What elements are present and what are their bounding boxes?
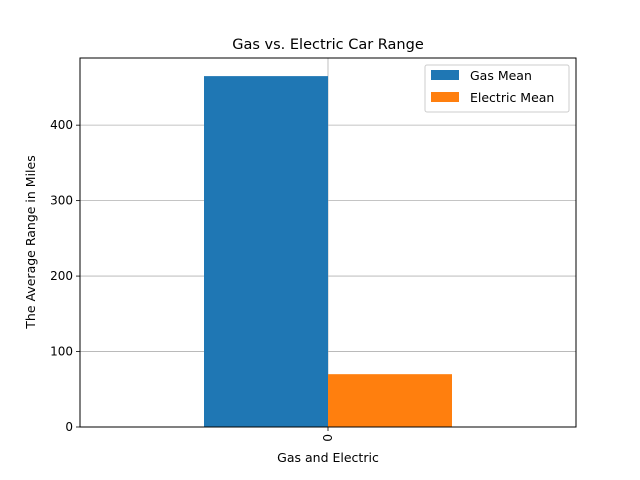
bars <box>204 76 452 428</box>
y-axis-label: The Average Range in Miles <box>23 155 38 329</box>
legend-swatch-gas-mean <box>431 70 459 80</box>
x-axis-label: Gas and Electric <box>277 450 379 465</box>
y-tick-label: 300 <box>50 194 73 208</box>
bar-electric-mean <box>328 374 452 427</box>
y-axis-ticks: 0 100 200 300 400 <box>50 118 80 434</box>
bar-gas-mean <box>204 76 328 428</box>
y-tick-label: 200 <box>50 269 73 283</box>
y-tick-label: 0 <box>65 420 73 434</box>
legend-label-gas-mean: Gas Mean <box>470 68 532 83</box>
y-tick-label: 400 <box>50 118 73 132</box>
legend: Gas Mean Electric Mean <box>424 64 570 113</box>
x-tick-label: 0 <box>321 434 335 442</box>
legend-swatch-electric-mean <box>431 92 459 102</box>
legend-label-electric-mean: Electric Mean <box>470 90 554 105</box>
legend-box <box>424 64 570 113</box>
chart-title: Gas vs. Electric Car Range <box>232 37 424 53</box>
x-axis-ticks: 0 <box>321 427 335 442</box>
y-tick-label: 100 <box>50 345 73 359</box>
